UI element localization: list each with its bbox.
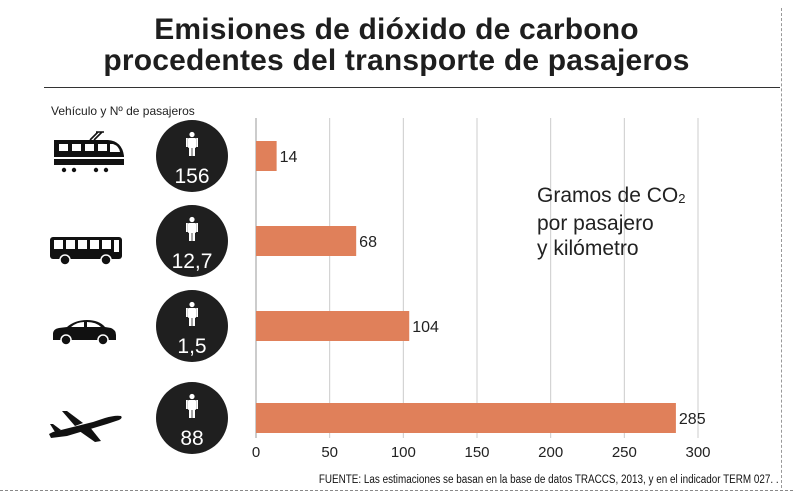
passenger-circle xyxy=(156,120,228,192)
unit-legend-line-3: y kilómetro xyxy=(537,237,639,260)
train-icon xyxy=(54,131,124,173)
bars: 14 68 104 285 xyxy=(256,141,706,433)
passenger-count: 88 xyxy=(180,427,203,450)
x-axis-ticks: 0 50 100 150 200 250 300 xyxy=(252,444,711,461)
passenger-circles: 156 12,7 1,5 88 xyxy=(156,120,228,454)
airplane-icon xyxy=(49,411,122,442)
person-icon xyxy=(186,393,198,418)
chart-title-line-2: procedentes del transporte de pasajeros xyxy=(103,44,690,77)
x-tick-label: 200 xyxy=(538,444,563,461)
passenger-badge: 12,7 xyxy=(156,205,228,277)
passenger-count: 156 xyxy=(174,165,209,188)
bar-value-label: 104 xyxy=(412,319,439,336)
passenger-circle xyxy=(156,290,228,362)
bus-icon xyxy=(50,237,122,266)
x-tick-label: 0 xyxy=(252,444,260,461)
bar xyxy=(256,141,277,171)
unit-legend-line-2: por pasajero xyxy=(537,212,654,235)
bar xyxy=(256,226,357,256)
passenger-count: 12,7 xyxy=(172,250,213,273)
passenger-badge: 156 xyxy=(156,120,228,192)
title-rule xyxy=(44,87,780,88)
unit-legend-subscript: 2 xyxy=(678,191,686,206)
passenger-badge: 1,5 xyxy=(156,290,228,362)
person-icon xyxy=(186,301,198,326)
bar-value-label: 14 xyxy=(280,149,298,166)
bar xyxy=(256,311,410,341)
passenger-badge: 88 xyxy=(156,382,228,454)
x-tick-label: 250 xyxy=(612,444,637,461)
source-note: FUENTE: Las estimaciones se basan en la … xyxy=(319,474,779,486)
gridlines xyxy=(255,118,699,438)
x-tick-label: 100 xyxy=(391,444,416,461)
column-subheading: Vehículo y Nº de pasajeros xyxy=(51,104,195,118)
passenger-circle xyxy=(156,205,228,277)
x-tick-label: 50 xyxy=(321,444,338,461)
x-tick-label: 300 xyxy=(685,444,710,461)
bar-value-label: 285 xyxy=(679,411,706,428)
passenger-circle xyxy=(156,382,228,454)
bottom-border xyxy=(0,490,793,492)
bar xyxy=(256,403,676,433)
passenger-count: 1,5 xyxy=(177,335,206,358)
x-tick-label: 150 xyxy=(464,444,489,461)
person-icon xyxy=(186,131,198,156)
bar-value-label: 68 xyxy=(359,234,377,251)
chart-title-line-1: Emisiones de dióxido de carbono xyxy=(154,13,639,46)
person-icon xyxy=(186,216,198,241)
car-icon xyxy=(53,320,116,346)
unit-legend: Gramos de CO2 por pasajero y kilómetro xyxy=(537,183,685,261)
unit-legend-line-1: Gramos de CO xyxy=(537,184,679,207)
right-border xyxy=(781,8,782,488)
